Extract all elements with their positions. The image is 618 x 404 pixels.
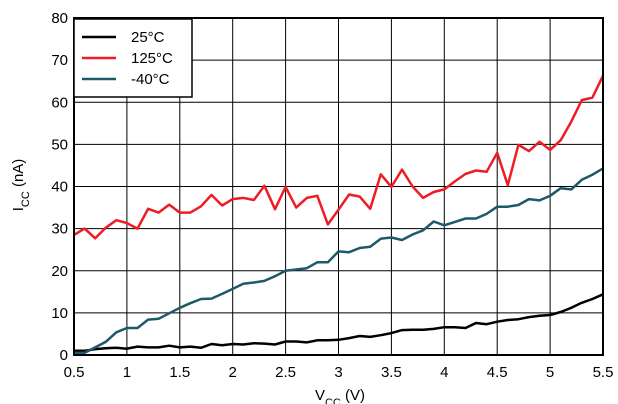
series-line-25c (74, 293, 604, 353)
y-tick-label: 0 (60, 347, 68, 364)
x-tick-label: 1.5 (169, 364, 190, 381)
legend-label-25c: 25°C (131, 29, 165, 46)
y-tick-label: 40 (51, 179, 68, 196)
y-tick-label: 60 (51, 94, 68, 111)
x-tick-label: 3 (334, 364, 342, 381)
legend: 25°C 125°C -40°C (73, 18, 193, 98)
x-tick-label: 5.5 (593, 364, 614, 381)
x-axis-title-unit: (V) (341, 387, 365, 404)
y-axis-title-sub: CC (20, 191, 32, 207)
y-tick-label: 10 (51, 305, 68, 322)
y-axis-title-unit: (nA) (10, 159, 27, 192)
x-axis-title-main: V (315, 387, 325, 404)
x-tick-label: 5 (546, 364, 554, 381)
y-axis-title-main: I (10, 207, 27, 211)
x-tick-label: 1 (123, 364, 131, 381)
y-tick-label: 30 (51, 221, 68, 238)
series-line-125c (73, 75, 605, 240)
legend-label-125c: 125°C (131, 50, 173, 67)
x-tick-label: 4.5 (487, 364, 508, 381)
y-tick-label: 80 (51, 10, 68, 27)
x-axis-title-sub: CC (325, 397, 341, 404)
legend-label-minus40c: -40°C (131, 71, 170, 88)
x-tick-label: 0.5 (64, 364, 85, 381)
y-tick-labels: 0 10 20 30 40 50 60 70 80 (51, 10, 68, 364)
x-tick-label: 3.5 (381, 364, 402, 381)
y-axis-title: ICC (nA) (10, 159, 32, 212)
series-lines (73, 75, 605, 355)
y-tick-label: 70 (51, 52, 68, 69)
x-axis-title: VCC (V) (315, 387, 365, 404)
x-tick-labels: 0.5 1 1.5 2 2.5 3 3.5 4 4.5 5 5.5 (64, 364, 614, 381)
y-tick-label: 50 (51, 136, 68, 153)
x-tick-label: 2 (229, 364, 237, 381)
y-tick-label: 20 (51, 263, 68, 280)
x-tick-label: 4 (440, 364, 448, 381)
plot-frame (73, 17, 604, 356)
x-tick-label: 2.5 (275, 364, 296, 381)
series-line-minus40c (74, 167, 604, 355)
